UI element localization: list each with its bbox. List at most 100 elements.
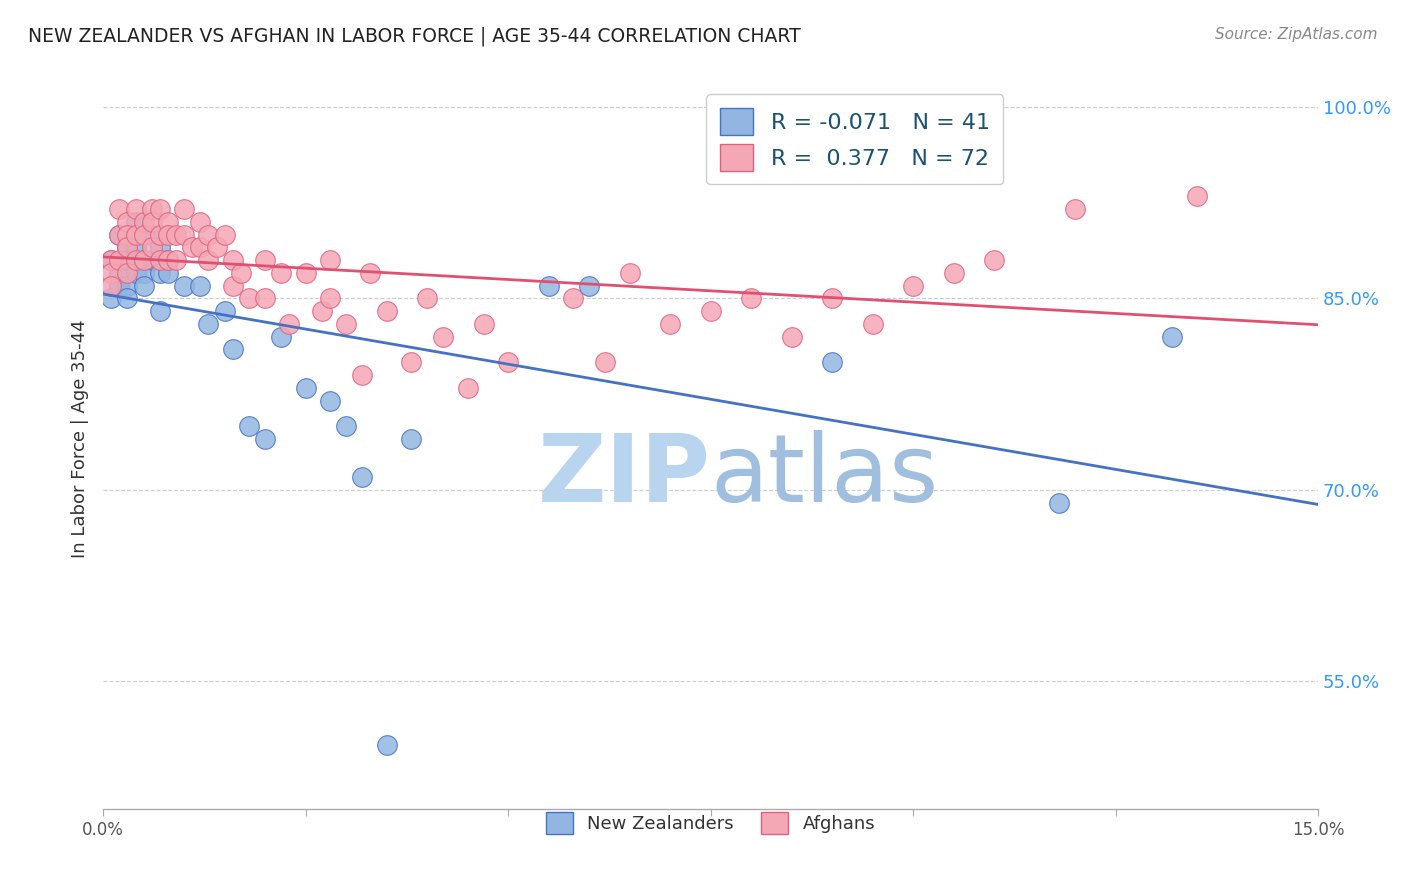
Point <box>149 227 172 242</box>
Point <box>1047 496 1070 510</box>
Y-axis label: In Labor Force | Age 35-44: In Labor Force | Age 35-44 <box>72 319 89 558</box>
Point <box>100 253 122 268</box>
Point <box>254 432 277 446</box>
Point <box>181 240 204 254</box>
Point <box>141 202 163 216</box>
Point <box>156 253 179 268</box>
Point <box>659 317 682 331</box>
Point <box>117 227 139 242</box>
Point <box>238 291 260 305</box>
Point <box>375 304 398 318</box>
Point <box>141 240 163 254</box>
Point <box>108 227 131 242</box>
Point <box>124 253 146 268</box>
Point <box>108 266 131 280</box>
Point <box>214 304 236 318</box>
Point <box>780 329 803 343</box>
Point <box>149 240 172 254</box>
Point <box>432 329 454 343</box>
Point <box>149 202 172 216</box>
Point <box>117 215 139 229</box>
Point <box>156 266 179 280</box>
Point <box>375 739 398 753</box>
Point <box>108 202 131 216</box>
Point <box>197 253 219 268</box>
Point <box>156 227 179 242</box>
Point <box>117 291 139 305</box>
Point <box>1064 202 1087 216</box>
Legend: New Zealanders, Afghans: New Zealanders, Afghans <box>536 801 886 845</box>
Point <box>100 253 122 268</box>
Point <box>496 355 519 369</box>
Point <box>124 202 146 216</box>
Point <box>100 266 122 280</box>
Point <box>222 343 245 357</box>
Point <box>319 253 342 268</box>
Point <box>294 266 316 280</box>
Point <box>561 291 583 305</box>
Point <box>319 291 342 305</box>
Point <box>100 278 122 293</box>
Point <box>222 253 245 268</box>
Point <box>214 227 236 242</box>
Point <box>141 227 163 242</box>
Point <box>149 253 172 268</box>
Point <box>165 253 187 268</box>
Point <box>132 215 155 229</box>
Point <box>983 253 1005 268</box>
Point <box>141 253 163 268</box>
Point <box>132 253 155 268</box>
Point <box>578 278 600 293</box>
Point <box>156 253 179 268</box>
Point <box>537 278 560 293</box>
Point <box>173 227 195 242</box>
Point <box>132 253 155 268</box>
Point <box>229 266 252 280</box>
Point <box>124 227 146 242</box>
Point <box>100 291 122 305</box>
Point <box>595 355 617 369</box>
Point <box>1185 189 1208 203</box>
Point <box>124 215 146 229</box>
Point <box>188 240 211 254</box>
Point <box>254 291 277 305</box>
Point <box>699 304 721 318</box>
Point <box>197 317 219 331</box>
Point <box>278 317 301 331</box>
Point <box>132 278 155 293</box>
Point <box>108 278 131 293</box>
Point <box>132 227 155 242</box>
Text: NEW ZEALANDER VS AFGHAN IN LABOR FORCE | AGE 35-44 CORRELATION CHART: NEW ZEALANDER VS AFGHAN IN LABOR FORCE |… <box>28 27 801 46</box>
Point <box>1161 329 1184 343</box>
Point <box>457 381 479 395</box>
Point <box>399 432 422 446</box>
Point <box>173 278 195 293</box>
Point <box>108 253 131 268</box>
Point <box>862 317 884 331</box>
Point <box>619 266 641 280</box>
Point <box>197 227 219 242</box>
Point <box>117 278 139 293</box>
Point <box>942 266 965 280</box>
Point <box>335 419 357 434</box>
Point <box>352 368 374 382</box>
Point <box>270 329 292 343</box>
Point <box>821 291 844 305</box>
Point <box>188 278 211 293</box>
Point <box>901 278 924 293</box>
Point <box>821 355 844 369</box>
Point <box>740 291 762 305</box>
Point <box>117 240 139 254</box>
Point <box>149 266 172 280</box>
Text: atlas: atlas <box>710 430 939 522</box>
Point <box>188 215 211 229</box>
Point <box>124 266 146 280</box>
Point <box>117 240 139 254</box>
Point <box>141 215 163 229</box>
Point <box>472 317 495 331</box>
Point <box>238 419 260 434</box>
Point <box>117 266 139 280</box>
Text: ZIP: ZIP <box>537 430 710 522</box>
Point <box>335 317 357 331</box>
Point <box>416 291 439 305</box>
